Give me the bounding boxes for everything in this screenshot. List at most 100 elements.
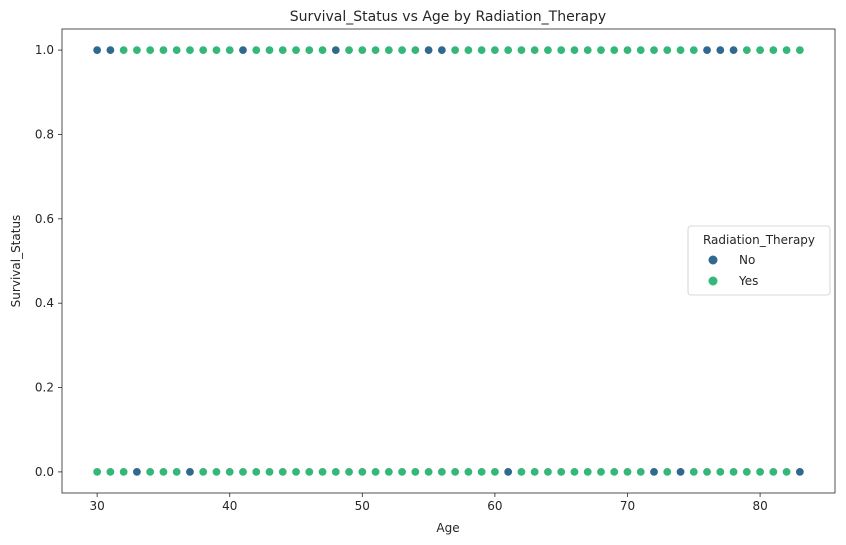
data-point-yes <box>158 45 168 55</box>
data-point-yes <box>450 467 460 477</box>
data-point-yes <box>583 467 593 477</box>
data-point-yes <box>225 467 235 477</box>
data-point-yes <box>198 467 208 477</box>
data-point-yes <box>384 45 394 55</box>
data-point-no <box>715 45 725 55</box>
data-point-yes <box>503 45 513 55</box>
x-axis-label: Age <box>436 521 459 535</box>
data-point-yes <box>397 467 407 477</box>
data-point-yes <box>676 45 686 55</box>
data-point-yes <box>596 467 606 477</box>
plot-area: 30 40 50 60 70 80 0.0 0.2 0.4 0.6 0.8 1.0 <box>35 28 836 513</box>
data-point-yes <box>543 45 553 55</box>
data-point-yes <box>119 45 129 55</box>
data-point-yes <box>158 467 168 477</box>
data-point-yes <box>755 45 765 55</box>
x-tick-label: 40 <box>222 499 237 513</box>
y-axis-label: Survival_Status <box>9 215 23 308</box>
data-point-yes <box>609 467 619 477</box>
data-point-yes <box>278 45 288 55</box>
data-point-yes <box>132 45 142 55</box>
data-point-yes <box>715 467 725 477</box>
data-point-yes <box>768 45 778 55</box>
data-point-yes <box>251 467 261 477</box>
data-point-yes <box>795 45 805 55</box>
data-point-no <box>503 467 513 477</box>
data-point-yes <box>782 467 792 477</box>
data-point-yes <box>463 467 473 477</box>
data-point-yes <box>357 45 367 55</box>
y-tick-label: 0.6 <box>35 212 54 226</box>
data-point-yes <box>371 467 381 477</box>
legend-marker-no <box>707 254 719 266</box>
data-point-no <box>437 45 447 55</box>
x-tick-label: 70 <box>620 499 635 513</box>
data-point-yes <box>105 467 115 477</box>
data-point-yes <box>490 45 500 55</box>
y-tick-label: 0.4 <box>35 296 54 310</box>
data-point-yes <box>556 467 566 477</box>
data-point-yes <box>304 45 314 55</box>
legend-marker-yes <box>707 275 719 287</box>
x-axis-ticks: 30 40 50 60 70 80 <box>89 493 768 513</box>
data-point-yes <box>119 467 129 477</box>
data-point-yes <box>636 467 646 477</box>
data-point-yes <box>145 45 155 55</box>
data-point-yes <box>265 467 275 477</box>
data-point-yes <box>424 467 434 477</box>
data-point-yes <box>238 467 248 477</box>
data-point-no <box>132 467 142 477</box>
data-point-no <box>702 45 712 55</box>
legend-label-no: No <box>739 253 755 267</box>
data-points <box>92 45 805 477</box>
data-point-yes <box>636 45 646 55</box>
data-point-yes <box>344 45 354 55</box>
data-point-yes <box>662 45 672 55</box>
data-point-yes <box>344 467 354 477</box>
data-point-yes <box>477 45 487 55</box>
data-point-yes <box>304 467 314 477</box>
data-point-yes <box>583 45 593 55</box>
data-point-yes <box>450 45 460 55</box>
data-point-no <box>649 467 659 477</box>
data-point-yes <box>278 467 288 477</box>
legend-entries: No Yes <box>707 253 758 288</box>
data-point-yes <box>702 467 712 477</box>
legend-title: Radiation_Therapy <box>703 233 815 247</box>
data-point-yes <box>211 467 221 477</box>
data-point-yes <box>596 45 606 55</box>
data-point-yes <box>318 45 328 55</box>
data-point-yes <box>543 467 553 477</box>
data-point-yes <box>569 45 579 55</box>
y-tick-label: 0.2 <box>35 381 54 395</box>
data-point-yes <box>755 467 765 477</box>
data-point-yes <box>265 45 275 55</box>
data-point-yes <box>609 45 619 55</box>
data-point-no <box>676 467 686 477</box>
data-point-yes <box>649 45 659 55</box>
data-point-yes <box>516 467 526 477</box>
data-point-yes <box>185 45 195 55</box>
data-point-yes <box>742 467 752 477</box>
data-point-yes <box>291 45 301 55</box>
y-tick-label: 0.0 <box>35 465 54 479</box>
data-point-yes <box>490 467 500 477</box>
data-point-no <box>795 467 805 477</box>
y-tick-label: 0.8 <box>35 127 54 141</box>
data-point-no <box>331 45 341 55</box>
data-point-yes <box>662 467 672 477</box>
x-tick-label: 60 <box>487 499 502 513</box>
y-axis-ticks: 0.0 0.2 0.4 0.6 0.8 1.0 <box>35 43 62 479</box>
data-point-yes <box>622 467 632 477</box>
data-point-yes <box>410 45 420 55</box>
data-point-yes <box>371 45 381 55</box>
data-point-yes <box>556 45 566 55</box>
x-tick-label: 50 <box>355 499 370 513</box>
data-point-yes <box>318 467 328 477</box>
data-point-yes <box>477 467 487 477</box>
data-point-yes <box>530 45 540 55</box>
data-point-yes <box>742 45 752 55</box>
data-point-yes <box>211 45 221 55</box>
data-point-yes <box>251 45 261 55</box>
